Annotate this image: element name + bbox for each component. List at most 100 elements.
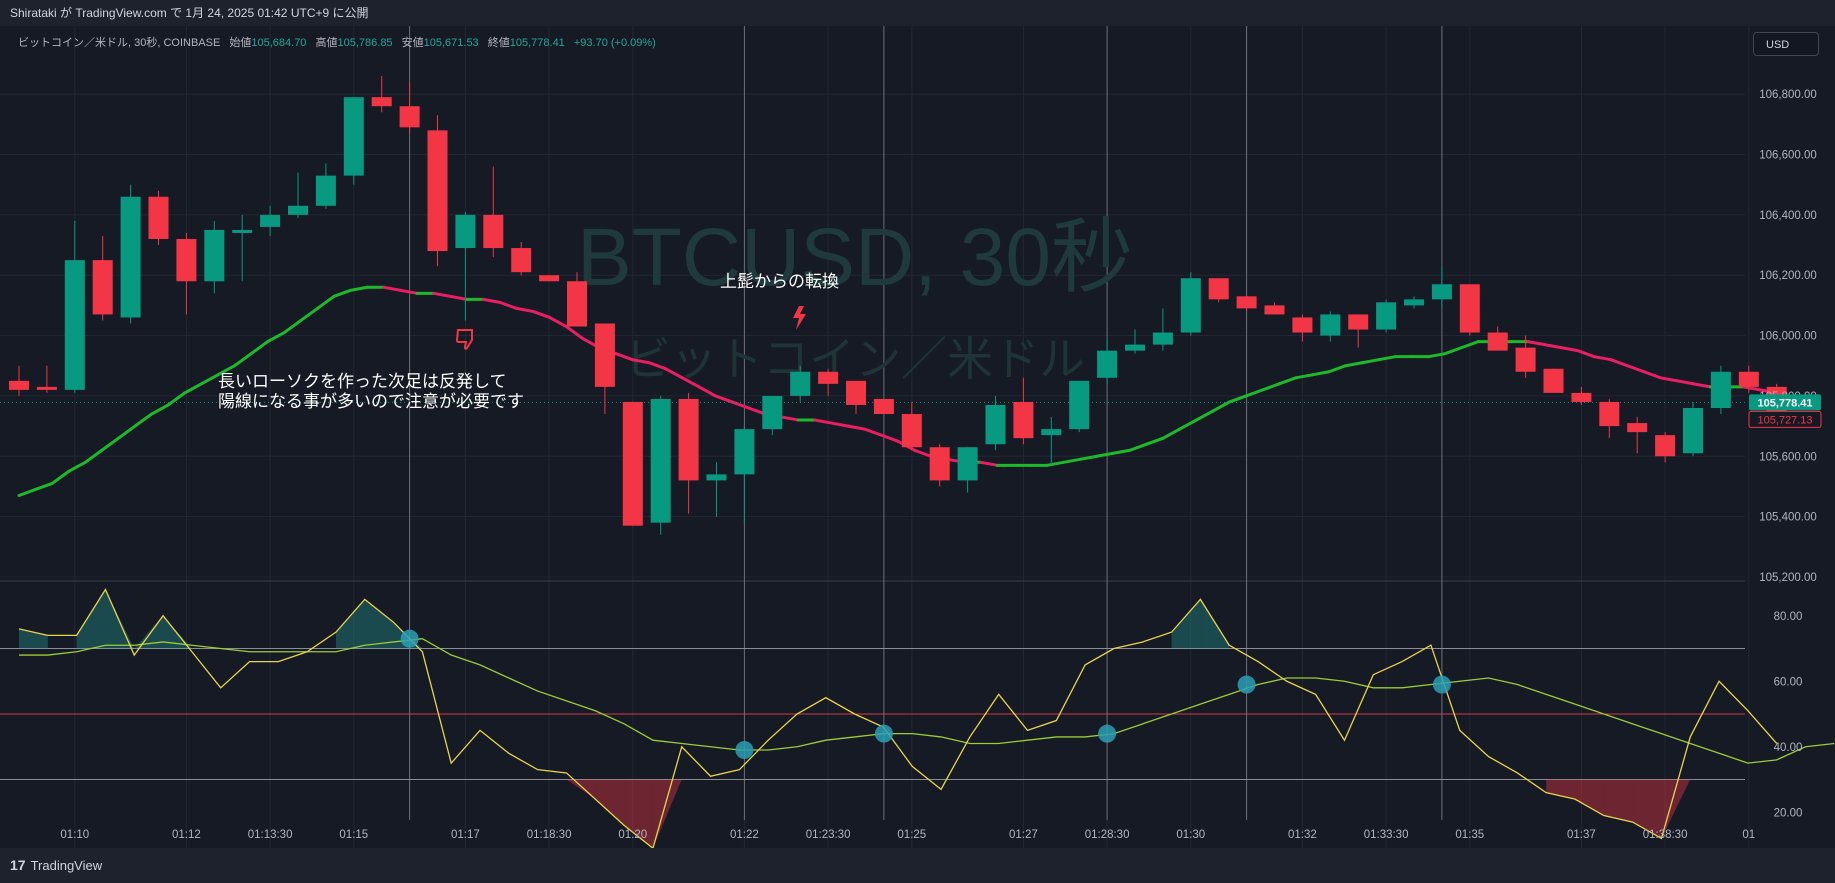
- ma-line-segment: [498, 300, 518, 310]
- candle-body: [622, 401, 643, 526]
- candle: [1459, 284, 1480, 336]
- price-tick-label: 106,600.00: [1759, 149, 1817, 161]
- candle-body: [343, 97, 364, 176]
- time-tick-label: 01:25: [897, 829, 926, 841]
- ma-line-segment: [332, 288, 353, 298]
- ma-line-segment: [1244, 388, 1265, 398]
- candle-body: [1097, 350, 1118, 378]
- candle: [371, 76, 392, 113]
- candle: [176, 232, 197, 315]
- ma-line-segment: [67, 460, 87, 473]
- time-tick-label: 01:32: [1288, 829, 1317, 841]
- ma-line-segment: [647, 361, 668, 371]
- ma-line-segment: [448, 294, 469, 301]
- ma-line-segment: [1178, 418, 1198, 431]
- candle: [1683, 401, 1703, 457]
- overbought-fill: [19, 628, 48, 649]
- thumbs-down-icon: [455, 329, 473, 350]
- ma-line-segment: [1675, 379, 1696, 386]
- crossover-marker: [1237, 675, 1256, 694]
- candle: [1655, 432, 1676, 463]
- ma-line-segment: [564, 325, 585, 341]
- ma-line-segment: [1344, 361, 1364, 368]
- ma-line-segment: [116, 424, 137, 440]
- time-tick-label: 01:17: [451, 829, 480, 841]
- price-tick-label: 105,600.00: [1759, 451, 1817, 463]
- overbought-fill: [134, 615, 164, 649]
- candle-body: [1208, 278, 1229, 300]
- candle: [36, 365, 57, 393]
- osc-fast-line: [18, 588, 1778, 848]
- candle-body: [594, 323, 615, 387]
- candle: [260, 205, 281, 236]
- candle: [1627, 417, 1648, 454]
- oversold-fill: [566, 779, 596, 800]
- ma-line-segment: [83, 448, 104, 464]
- candle-body: [1738, 371, 1759, 387]
- candle-body: [315, 175, 336, 206]
- candle-body: [873, 398, 894, 415]
- candle: [148, 190, 169, 246]
- candle: [1431, 266, 1452, 309]
- candle: [1376, 299, 1397, 333]
- candle-body: [176, 238, 197, 282]
- ma-line-segment: [1377, 355, 1397, 362]
- candle-body: [1599, 401, 1620, 427]
- candle-body: [678, 398, 699, 481]
- time-tick-label: 01:37: [1567, 829, 1596, 841]
- candle-body: [1292, 317, 1313, 333]
- currency-button[interactable]: USD: [1753, 32, 1819, 56]
- annotation-note-reversal: 上髭からの転換: [720, 271, 839, 291]
- candle-body: [1125, 344, 1145, 351]
- candle-body: [511, 248, 532, 273]
- candle: [539, 275, 560, 282]
- candle: [1404, 296, 1424, 309]
- ma-line-segment: [1625, 364, 1646, 374]
- ma-line-segment: [830, 421, 850, 428]
- time-tick-label: 01:15: [339, 829, 368, 841]
- candle-body: [957, 447, 978, 481]
- ma-line-segment: [879, 433, 900, 443]
- osc-tick-label: 20.00: [1774, 807, 1803, 819]
- ma-line-segment: [183, 382, 203, 395]
- ma-line-segment: [912, 448, 933, 458]
- osc-tick-label: 60.00: [1774, 676, 1803, 688]
- crossover-marker: [1432, 675, 1451, 694]
- candle: [511, 242, 532, 276]
- current-price-label: 105,778.41: [1757, 397, 1812, 409]
- candle: [594, 323, 615, 415]
- change-value: +93.70 (+0.09%): [573, 37, 656, 49]
- candle-body: [1515, 347, 1536, 372]
- candle-body: [1487, 332, 1508, 351]
- candle: [1264, 302, 1285, 315]
- ma-line-segment: [233, 352, 253, 368]
- candle-body: [455, 214, 476, 249]
- annotation-note-line2: 陽線になる事が多いので注意が必要です: [218, 392, 524, 411]
- chart-canvas[interactable]: BTCUSD, 30秒ビットコイン／米ドル長いローソクを作った次足は反発して陽線…: [0, 0, 1835, 848]
- ma-line-segment: [1460, 340, 1480, 350]
- ma-line-segment: [1062, 457, 1082, 464]
- candle-body: [762, 395, 783, 430]
- ma-line-segment: [1310, 370, 1331, 377]
- candle-body: [1683, 407, 1703, 454]
- candle-body: [36, 386, 57, 390]
- candle: [1152, 308, 1173, 351]
- candle-body: [92, 260, 113, 315]
- oversold-fill: [1603, 779, 1633, 823]
- candle: [1710, 365, 1731, 415]
- price-tick-label: 106,400.00: [1759, 210, 1817, 222]
- ma-line-segment: [1277, 376, 1298, 386]
- candle: [734, 426, 755, 523]
- candle-body: [985, 404, 1006, 445]
- candle-body: [1348, 314, 1369, 330]
- overbought-fill: [105, 589, 135, 649]
- candle: [1543, 368, 1564, 393]
- candle: [1125, 329, 1145, 354]
- time-tick-label: 01:33:30: [1364, 829, 1409, 841]
- ma-line-segment: [1426, 352, 1447, 359]
- candle: [1180, 272, 1201, 336]
- low-value: 105,671.53: [423, 37, 479, 49]
- ref-price-badge: [1748, 410, 1822, 428]
- ma-line-segment: [382, 285, 402, 292]
- ma-line-segment: [1078, 454, 1099, 461]
